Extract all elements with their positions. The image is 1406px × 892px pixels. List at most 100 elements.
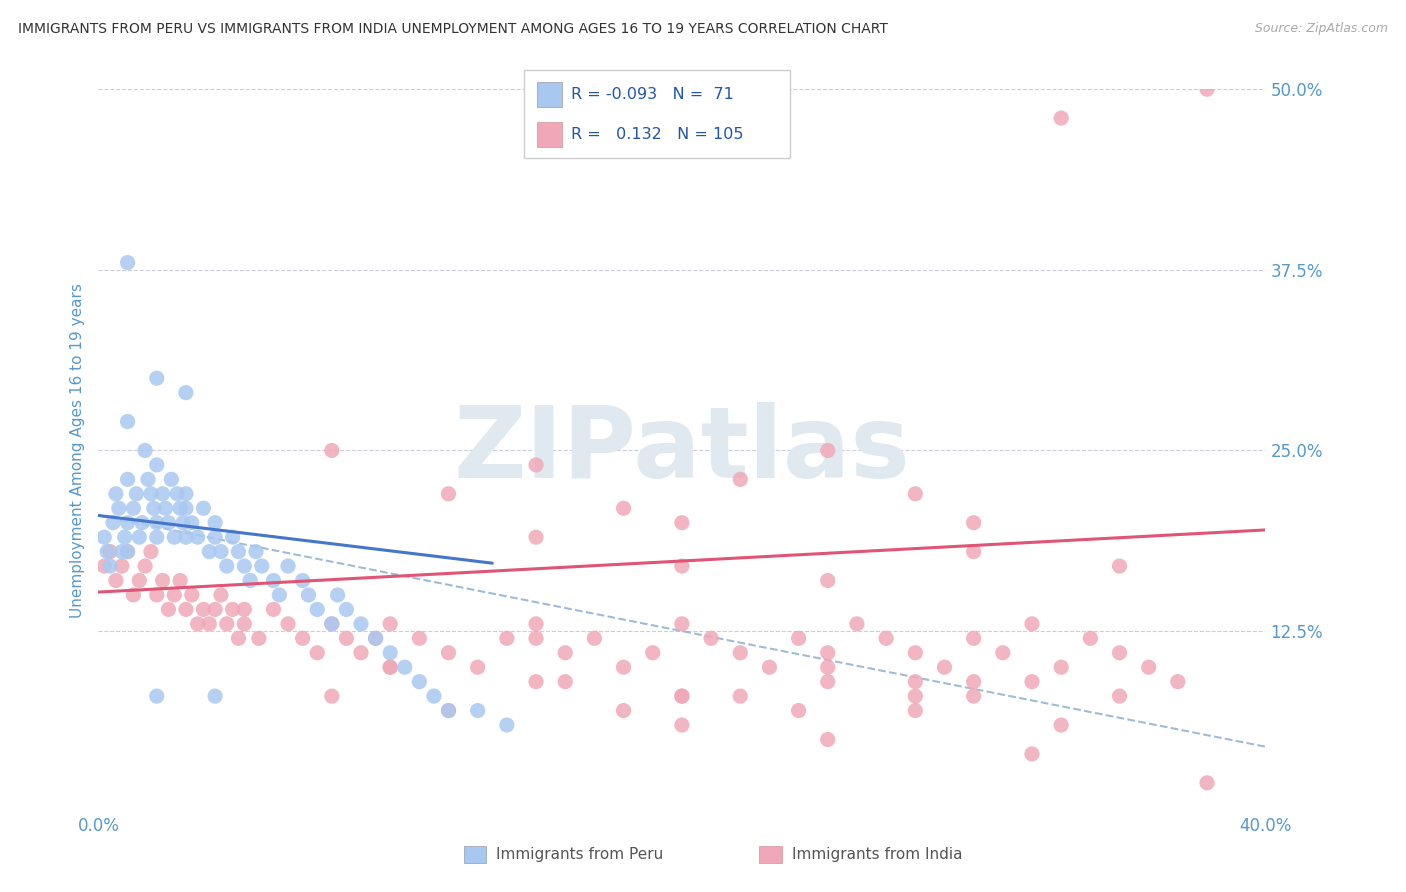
Point <box>233 559 256 574</box>
Text: R =   0.132   N = 105: R = 0.132 N = 105 <box>571 128 744 142</box>
Point <box>93 559 115 574</box>
Point <box>125 487 148 501</box>
Point <box>408 632 430 646</box>
Point <box>142 501 165 516</box>
Point <box>1167 674 1189 689</box>
Point <box>364 632 387 646</box>
Point <box>1108 559 1130 574</box>
Point <box>128 530 150 544</box>
Point <box>846 616 869 631</box>
Point <box>437 704 460 718</box>
Point <box>291 574 314 588</box>
Point <box>239 574 262 588</box>
Point <box>155 501 177 516</box>
Point <box>157 602 180 616</box>
Point <box>146 371 169 385</box>
Point <box>817 674 839 689</box>
Point <box>228 632 250 646</box>
Point <box>554 674 576 689</box>
Point <box>262 574 284 588</box>
Point <box>96 544 118 558</box>
Point <box>134 443 156 458</box>
Point <box>204 516 226 530</box>
Point <box>111 559 134 574</box>
Point <box>934 660 956 674</box>
Point <box>321 443 343 458</box>
Point <box>730 689 752 703</box>
Point <box>612 660 634 674</box>
Point <box>321 616 343 631</box>
Point <box>321 616 343 631</box>
Point <box>817 732 839 747</box>
Point <box>174 487 197 501</box>
Point <box>1021 747 1043 761</box>
Point <box>204 689 226 703</box>
Point <box>904 674 927 689</box>
Point <box>193 602 215 616</box>
Point <box>307 602 329 616</box>
Point <box>904 689 927 703</box>
Point <box>350 616 373 631</box>
Point <box>163 588 186 602</box>
Point <box>671 689 693 703</box>
Point <box>612 704 634 718</box>
Point <box>122 588 145 602</box>
Point <box>962 516 984 530</box>
Point <box>787 704 810 718</box>
Point <box>437 704 460 718</box>
Point <box>163 530 186 544</box>
Point <box>250 559 273 574</box>
Point <box>904 646 927 660</box>
Point <box>169 574 191 588</box>
Point <box>233 616 256 631</box>
Point <box>247 632 270 646</box>
Point <box>117 255 139 269</box>
Point <box>174 602 197 616</box>
Point <box>204 602 226 616</box>
Point <box>583 632 606 646</box>
Point <box>117 516 139 530</box>
Point <box>335 602 357 616</box>
Point <box>114 530 136 544</box>
Point <box>394 660 416 674</box>
Point <box>297 588 319 602</box>
Point <box>104 574 127 588</box>
Point <box>1021 616 1043 631</box>
Point <box>122 501 145 516</box>
Point <box>221 602 243 616</box>
Point <box>671 689 693 703</box>
Point <box>262 602 284 616</box>
Point <box>335 632 357 646</box>
Point <box>146 458 169 472</box>
Text: Source: ZipAtlas.com: Source: ZipAtlas.com <box>1254 22 1388 36</box>
Point <box>215 616 238 631</box>
Point <box>174 501 197 516</box>
Point <box>700 632 723 646</box>
Point <box>554 646 576 660</box>
Point <box>101 516 124 530</box>
Point <box>321 689 343 703</box>
Point <box>1108 646 1130 660</box>
Point <box>467 660 489 674</box>
Point <box>904 487 927 501</box>
Point <box>1195 776 1218 790</box>
Point <box>111 544 134 558</box>
Point <box>437 487 460 501</box>
Point <box>136 472 159 486</box>
Point <box>146 516 169 530</box>
Point <box>209 588 232 602</box>
Text: Immigrants from India: Immigrants from India <box>792 847 962 862</box>
Point <box>193 501 215 516</box>
Point <box>93 530 115 544</box>
Text: ZIPatlas: ZIPatlas <box>454 402 910 499</box>
Point <box>146 588 169 602</box>
Point <box>962 632 984 646</box>
Point <box>991 646 1014 660</box>
Point <box>134 559 156 574</box>
Point <box>104 487 127 501</box>
Point <box>671 616 693 631</box>
Point <box>423 689 446 703</box>
Point <box>904 704 927 718</box>
Point <box>204 530 226 544</box>
Point <box>146 689 169 703</box>
